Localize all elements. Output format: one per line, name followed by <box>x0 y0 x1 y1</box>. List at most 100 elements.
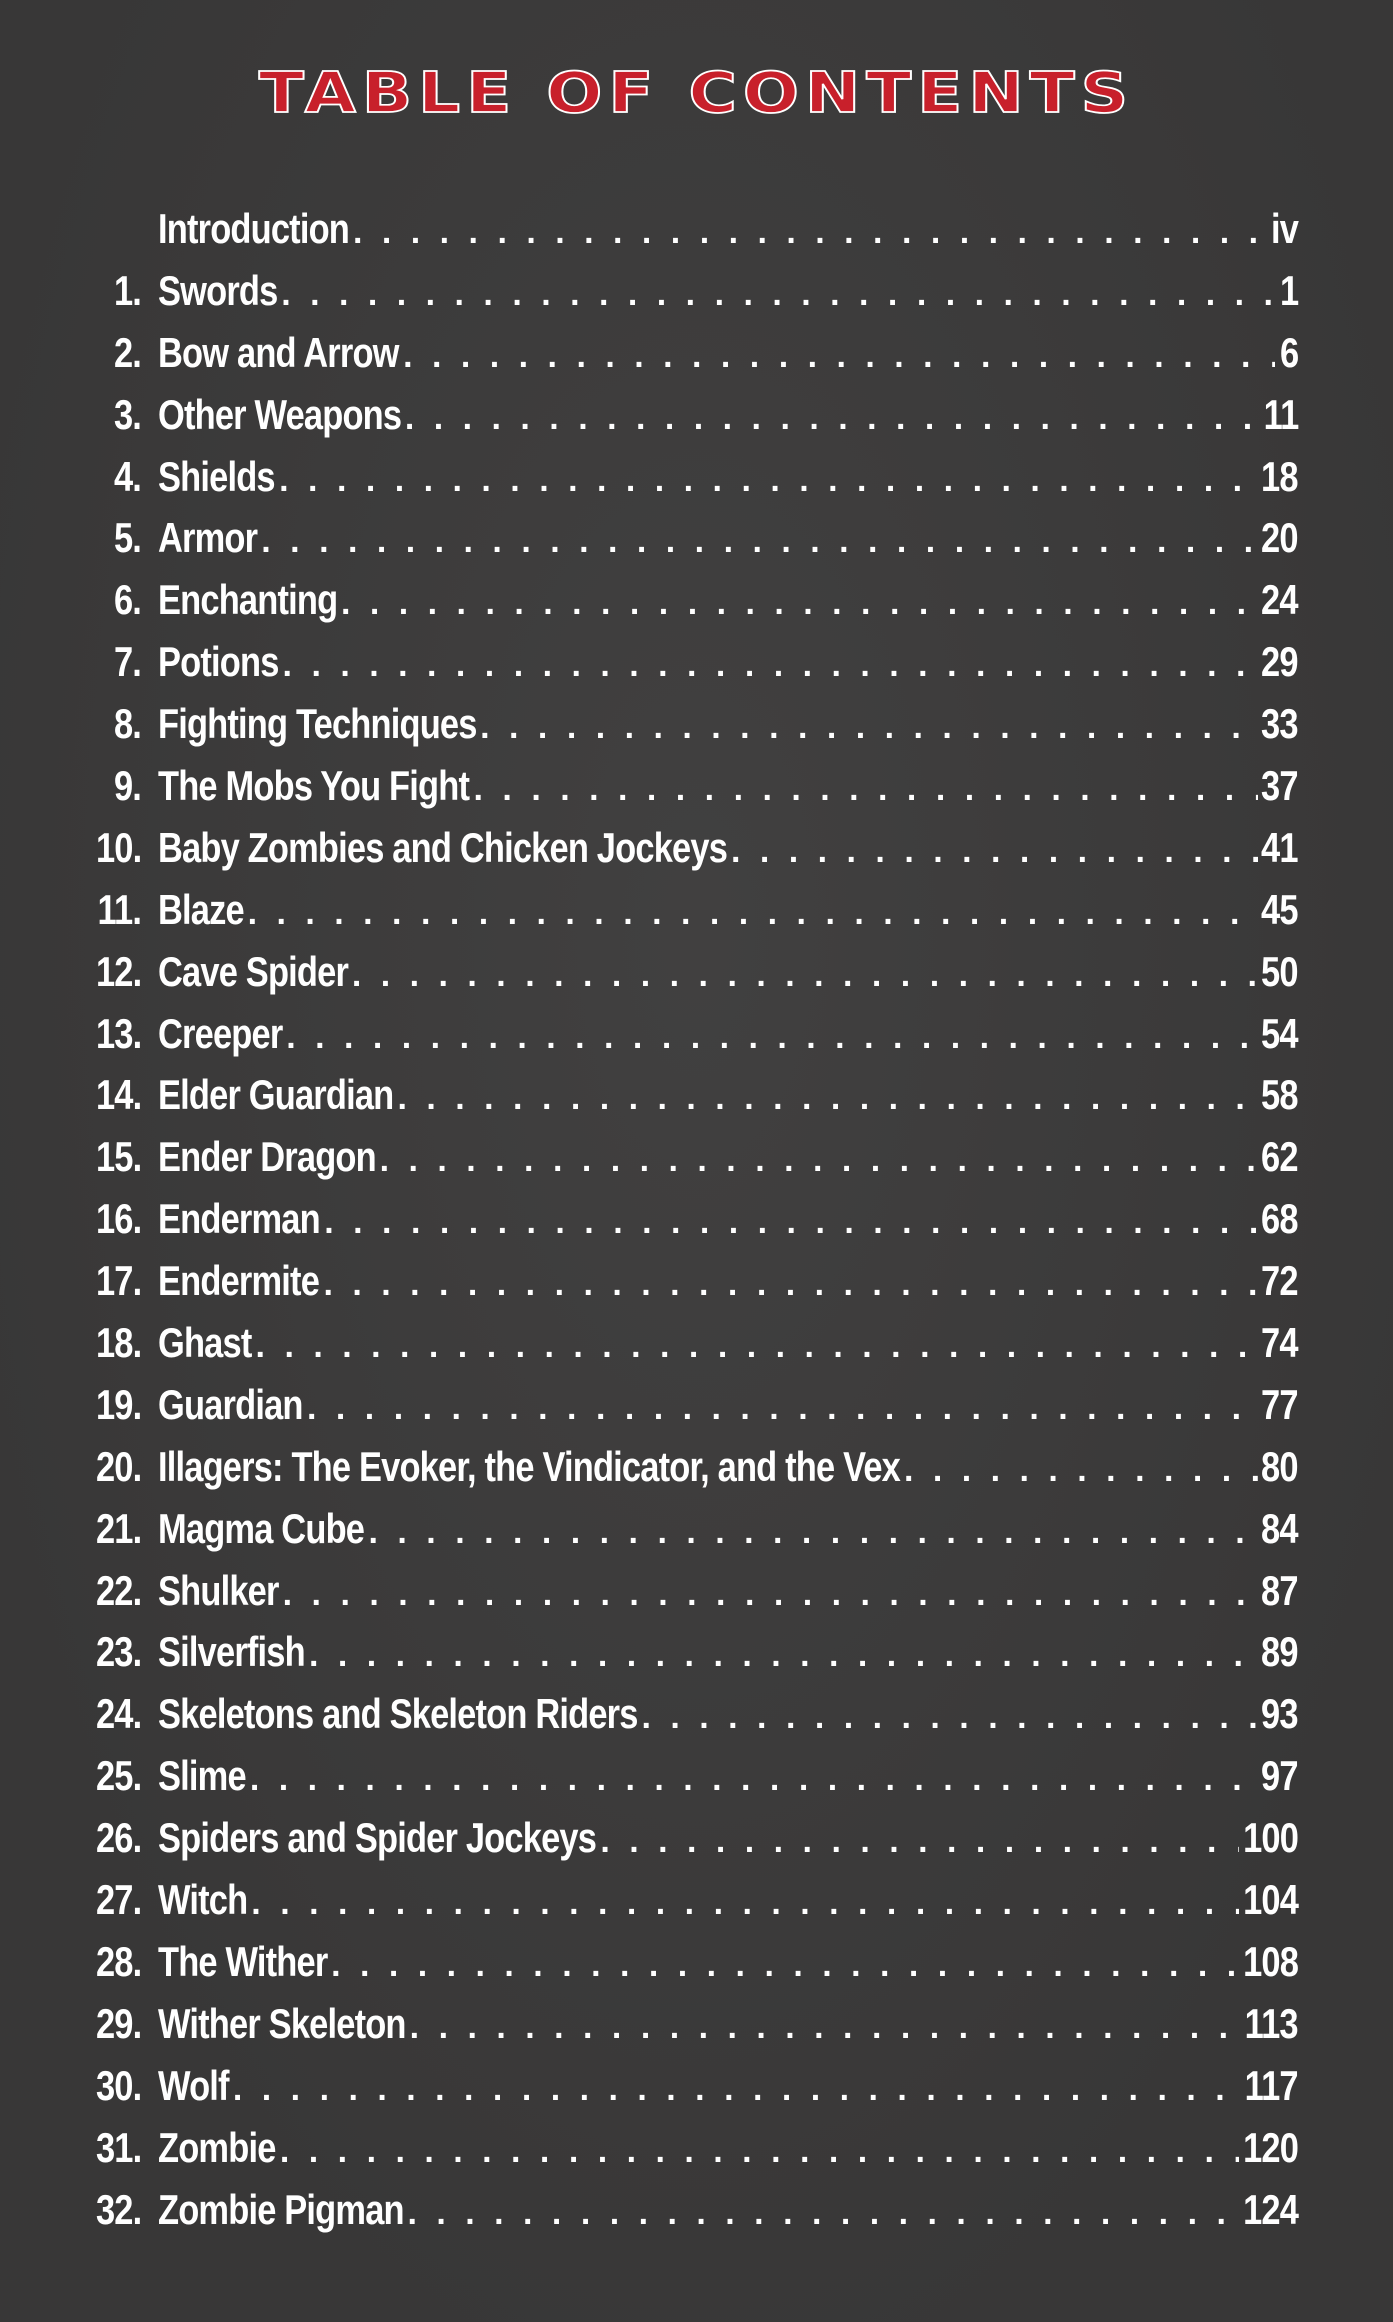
toc-entry-page-number: 77 <box>1261 1380 1298 1428</box>
dot-leader: . . . . . . . . . . . . . . . . . . . . … <box>281 274 1275 313</box>
dot-leader: . . . . . . . . . . . . . . . . . . . . … <box>308 1636 1258 1675</box>
table-of-contents-list: Introduction . . . . . . . . . . . . . .… <box>0 198 1393 2240</box>
dot-leader: . . . . . . . . . . . . . . . . . . . . … <box>600 1822 1239 1861</box>
toc-entry: 12. Cave Spider . . . . . . . . . . . . .… <box>0 941 1393 1003</box>
toc-entry-title: Shulker <box>158 1566 279 1614</box>
toc-entry-number: 31. <box>95 2123 142 2171</box>
toc-entry-title: Silverfish <box>158 1628 306 1676</box>
toc-entry-number: 32. <box>95 2185 142 2233</box>
toc-entry-page-number: 108 <box>1242 1937 1299 1985</box>
dot-leader: . . . . . . . . . . . . . . . . . . . . … <box>407 2193 1238 2232</box>
toc-entry-page-number: 97 <box>1261 1752 1298 1800</box>
toc-entry-number: 1. <box>113 266 142 314</box>
dot-leader: . . . . . . . . . . . . . . . . . . . . … <box>403 336 1275 375</box>
toc-entry-page-number: 41 <box>1261 823 1298 871</box>
toc-entry-row: Silverfish . . . . . . . . . . . . . . .… <box>158 1621 1299 1683</box>
toc-entry-page-number: 20 <box>1261 514 1298 562</box>
toc-entry: 30. Wolf . . . . . . . . . . . . . . . . … <box>0 2055 1393 2117</box>
toc-entry: 15. Ender Dragon . . . . . . . . . . . . … <box>0 1126 1393 1188</box>
toc-entry-number: 26. <box>95 1814 142 1862</box>
toc-entry-title: Wolf <box>158 2061 230 2109</box>
toc-entry-number: 29. <box>95 1999 142 2047</box>
toc-entry-page-number: 11 <box>1263 390 1299 438</box>
toc-entry-page-number: 120 <box>1242 2123 1299 2171</box>
toc-entry-title: Potions <box>158 638 279 686</box>
toc-entry-row: Illagers: The Evoker, the Vindicator, an… <box>158 1436 1299 1498</box>
toc-entry-row: The Mobs You Fight . . . . . . . . . . .… <box>158 755 1299 817</box>
toc-entry-title: Guardian <box>158 1380 303 1428</box>
toc-entry-page-number: 117 <box>1244 2061 1299 2109</box>
toc-entry-page-number: 1 <box>1279 266 1299 314</box>
dot-leader: . . . . . . . . . . . . . . . . . . . . … <box>351 955 1258 994</box>
dot-leader: . . . . . . . . . . . . . . . . . . . . … <box>249 1760 1258 1799</box>
toc-entry-title: Blaze <box>158 885 245 933</box>
toc-entry-number: 7. <box>113 638 142 686</box>
toc-entry-number: 24. <box>95 1690 142 1738</box>
toc-entry-title: Shields <box>158 452 276 500</box>
toc-entry-number: 30. <box>95 2061 142 2109</box>
toc-entry-row: Cave Spider . . . . . . . . . . . . . . … <box>158 941 1299 1003</box>
dot-leader: . . . . . . . . . . . . . . . . . . . . … <box>480 708 1257 747</box>
dot-leader: . . . . . . . . . . . . . . . . . . . . … <box>307 1388 1258 1427</box>
toc-entry-number: 6. <box>113 576 142 624</box>
toc-entry-page-number: 104 <box>1242 1876 1299 1924</box>
toc-entry-row: Bow and Arrow . . . . . . . . . . . . . … <box>158 322 1299 384</box>
toc-entry-number: 3. <box>113 390 142 438</box>
toc-entry: 3. Other Weapons . . . . . . . . . . . . … <box>0 384 1393 446</box>
toc-entry-row: Shulker . . . . . . . . . . . . . . . . … <box>158 1560 1299 1622</box>
toc-entry-row: Ghast . . . . . . . . . . . . . . . . . … <box>158 1312 1299 1374</box>
dot-leader: . . . . . . . . . . . . . . . . . . . . … <box>286 1017 1257 1056</box>
toc-entry-page-number: 113 <box>1244 1999 1299 2047</box>
toc-entry-number: 8. <box>113 700 142 748</box>
dot-leader: . . . . . . . . . . . . . . . . . . . . … <box>409 2007 1241 2046</box>
toc-entry-row: Wolf . . . . . . . . . . . . . . . . . .… <box>158 2055 1299 2117</box>
toc-entry-title: Swords <box>158 266 278 314</box>
toc-entry-number: 15. <box>95 1133 142 1181</box>
toc-entry: Introduction . . . . . . . . . . . . . .… <box>0 198 1393 260</box>
toc-entry-page-number: 68 <box>1261 1195 1298 1243</box>
toc-entry-row: Enchanting . . . . . . . . . . . . . . .… <box>158 569 1299 631</box>
toc-entry-page-number: iv <box>1270 205 1299 252</box>
toc-entry-number: 16. <box>95 1195 142 1243</box>
toc-entry: 20. Illagers: The Evoker, the Vindicator,… <box>0 1436 1393 1498</box>
toc-entry-row: Spiders and Spider Jockeys . . . . . . .… <box>158 1807 1299 1869</box>
toc-entry-row: Shields . . . . . . . . . . . . . . . . … <box>158 446 1299 508</box>
toc-entry-row: Zombie . . . . . . . . . . . . . . . . .… <box>158 2117 1299 2179</box>
toc-entry: 8. Fighting Techniques . . . . . . . . . … <box>0 693 1393 755</box>
toc-entry-number: 13. <box>95 1009 142 1057</box>
toc-entry-page-number: 80 <box>1261 1442 1298 1490</box>
toc-entry-title: Enderman <box>158 1195 321 1243</box>
toc-entry-title: Witch <box>158 1876 248 1924</box>
toc-entry-number: 9. <box>113 762 142 810</box>
toc-entry: 7. Potions . . . . . . . . . . . . . . . … <box>0 631 1393 693</box>
toc-entry-title: Endermite <box>158 1257 320 1305</box>
dot-leader: . . . . . . . . . . . . . . . . . . . . … <box>473 770 1258 809</box>
toc-entry-page-number: 37 <box>1261 762 1298 810</box>
toc-entry: 16. Enderman . . . . . . . . . . . . . . … <box>0 1188 1393 1250</box>
toc-entry: 10. Baby Zombies and Chicken Jockeys . . … <box>0 817 1393 879</box>
page-title: TABLE OF CONTENTS <box>258 59 1135 126</box>
toc-entry-number: 12. <box>95 947 142 995</box>
toc-entry-page-number: 100 <box>1242 1814 1299 1862</box>
toc-entry-row: Witch . . . . . . . . . . . . . . . . . … <box>158 1869 1299 1931</box>
toc-entry: 22. Shulker . . . . . . . . . . . . . . .… <box>0 1560 1393 1622</box>
toc-entry: 2. Bow and Arrow . . . . . . . . . . . . … <box>0 322 1393 384</box>
toc-entry-page-number: 62 <box>1261 1133 1298 1181</box>
toc-entry-row: Ender Dragon . . . . . . . . . . . . . .… <box>158 1126 1299 1188</box>
toc-entry: 18. Ghast . . . . . . . . . . . . . . . .… <box>0 1312 1393 1374</box>
toc-entry-number: 18. <box>95 1319 142 1367</box>
dot-leader: . . . . . . . . . . . . . . . . . . . . … <box>247 893 1258 932</box>
toc-entry: 24. Skeletons and Skeleton Riders . . . .… <box>0 1683 1393 1745</box>
toc-entry-number: 23. <box>95 1628 142 1676</box>
toc-entry-title: Fighting Techniques <box>158 700 477 748</box>
toc-entry-row: Magma Cube . . . . . . . . . . . . . . .… <box>158 1498 1299 1560</box>
dot-leader: . . . . . . . . . . . . . . . . . . . . … <box>251 1884 1239 1923</box>
toc-entry-title: Wither Skeleton <box>158 1999 406 2047</box>
toc-entry-page-number: 45 <box>1261 885 1298 933</box>
toc-entry-number: 10. <box>95 823 142 871</box>
dot-leader: . . . . . . . . . . . . . . . . . . . . … <box>323 1265 1257 1304</box>
toc-entry-number: 4. <box>113 452 142 500</box>
toc-entry-title: Zombie Pigman <box>158 2185 405 2233</box>
toc-entry: 25. Slime . . . . . . . . . . . . . . . .… <box>0 1745 1393 1807</box>
